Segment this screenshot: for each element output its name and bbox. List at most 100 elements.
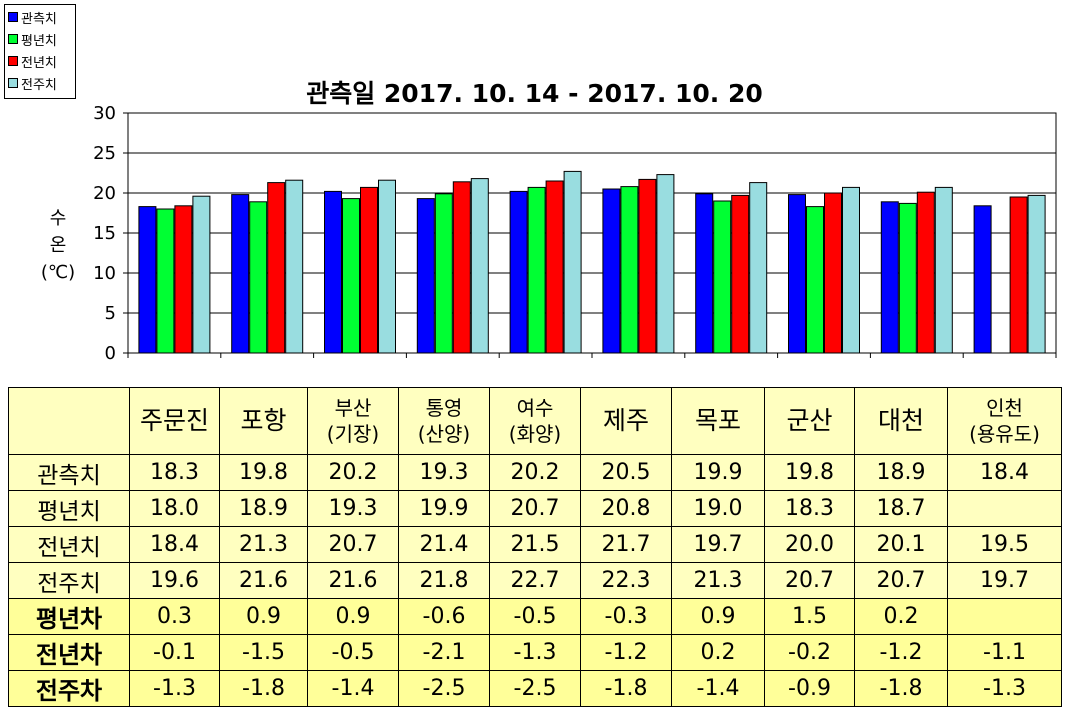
bar-관측치 [231,194,250,354]
table-cell: -0.1 [129,634,220,671]
bar-평년치 [620,186,639,354]
bar-관측치 [509,190,528,354]
bar-전년치 [731,194,750,354]
bar-전주치 [749,182,768,354]
table-cell: -0.5 [489,598,581,635]
table-cell: 18.3 [129,454,220,491]
legend-item: 전주치 [8,73,57,93]
table-row: 전년차 -0.1 -1.5 -0.5 -2.1 -1.3 -1.2 0.2 -0.2 -1.2 -1… [8,634,1062,671]
column-header-line: (화양) [508,422,562,446]
column-header-line: (용유도) [969,422,1040,446]
table-cell: 21.6 [307,562,399,599]
bar-평년치 [434,193,453,354]
table-cell: 1.5 [764,598,855,635]
bar-평년치 [806,206,824,354]
table-cell: 19.7 [947,562,1062,599]
column-header-line: 인천 [986,396,1023,420]
table-cell: 22.3 [580,562,672,599]
table-cell: 20.0 [764,526,855,563]
bar-전주치 [1027,194,1046,354]
y-axis-label-line: 수 [49,208,67,229]
table-cell: 21.3 [219,526,308,563]
column-header-line: (기장) [326,422,380,446]
table-cell: -1.5 [219,634,308,671]
table-cell: -1.3 [489,634,581,671]
table-cell: 0.9 [671,598,765,635]
bar-전년치 [916,191,935,354]
column-header: 목포 [671,387,765,455]
bar-평년치 [156,208,175,354]
bar-전년치 [1009,196,1028,354]
bar-평년치 [342,198,360,354]
table-cell: 0.3 [129,598,220,635]
table-cell: -1.3 [129,670,220,707]
table-cell: -1.8 [580,670,672,707]
column-header-line: 군산 [786,406,833,435]
table-cell: -2.5 [398,670,490,707]
row-label: 관측치 [8,454,130,491]
y-tick-label: 5 [105,303,116,324]
table-cell: 19.5 [947,526,1062,563]
table-row: 평년차 0.3 0.9 0.9 -0.6 -0.5 -0.3 0.9 1.5 0.2 [8,598,1062,635]
y-axis-label-line: 온 [49,235,67,256]
y-axis-label: 수 온 (℃) [38,205,78,286]
row-label: 전년차 [8,634,130,671]
table-cell: 18.9 [219,490,308,527]
legend-label: 전년치 [21,55,57,71]
bar-관측치 [416,198,435,354]
data-table: 주문진 포항 부산 (기장) 통영 (산양) 여수 (화양) 제주 목포 군산 대천 인천 (용유도) 관측… [8,387,1062,707]
column-header-line: 목포 [694,406,741,435]
row-label: 전주치 [8,562,130,599]
y-tick-label: 10 [93,263,116,284]
table-cell: -1.4 [307,670,399,707]
legend-swatch [8,12,18,22]
legend-label: 관측치 [21,11,57,27]
y-tick-label: 0 [105,343,116,364]
bar-전주치 [192,195,211,354]
table-cell: -1.4 [671,670,765,707]
column-header: 여수 (화양) [489,387,581,455]
column-header-line: 부산 [334,396,372,420]
legend-item: 관측치 [8,7,57,27]
table-cell: 19.9 [671,454,765,491]
table-cell: 21.3 [671,562,765,599]
column-header: 인천 (용유도) [947,387,1062,455]
table-cell: 20.7 [489,490,581,527]
column-header-line: 통영 [425,396,463,420]
bar-전주치 [934,186,953,354]
table-cell: 19.7 [671,526,765,563]
table-row: 관측치 18.3 19.8 20.2 19.3 20.2 20.5 19.9 19.8 18.9 1… [8,454,1062,491]
row-label: 전년치 [8,526,130,563]
table-cell: 20.5 [580,454,672,491]
table-cell: -2.1 [398,634,490,671]
bar-전년치 [638,178,657,354]
chart-title: 관측일 2017. 10. 14 - 2017. 10. 20 [306,79,763,108]
bar-관측치 [973,205,992,354]
legend-swatch [8,78,18,88]
table-cell: 20.8 [580,490,672,527]
table-cell: 20.1 [854,526,948,563]
column-header: 군산 [764,387,855,455]
column-header: 대천 [854,387,948,455]
table-cell: 21.5 [489,526,581,563]
row-label: 평년차 [8,598,130,635]
table-cell: 18.3 [764,490,855,527]
y-tick-label: 20 [93,183,116,204]
table-cell: 18.4 [947,454,1062,491]
bar-전년치 [824,192,842,354]
table-cell: 22.7 [489,562,581,599]
table-cell: 18.0 [129,490,220,527]
table-row: 전주차 -1.3 -1.8 -1.4 -2.5 -2.5 -1.8 -1.4 -0.9 -1.8-… [8,670,1062,707]
table-corner-cell [8,387,130,455]
legend-item: 전년치 [8,51,57,71]
legend-label: 평년치 [21,33,57,49]
bar-전주치 [285,179,304,354]
column-header-line: 여수 [516,396,554,420]
bar-관측치 [138,206,157,354]
bar-관측치 [602,188,621,354]
table-cell: 19.9 [398,490,490,527]
table-cell: 19.8 [219,454,308,491]
table-cell: 0.9 [219,598,308,635]
legend-swatch [8,34,18,44]
